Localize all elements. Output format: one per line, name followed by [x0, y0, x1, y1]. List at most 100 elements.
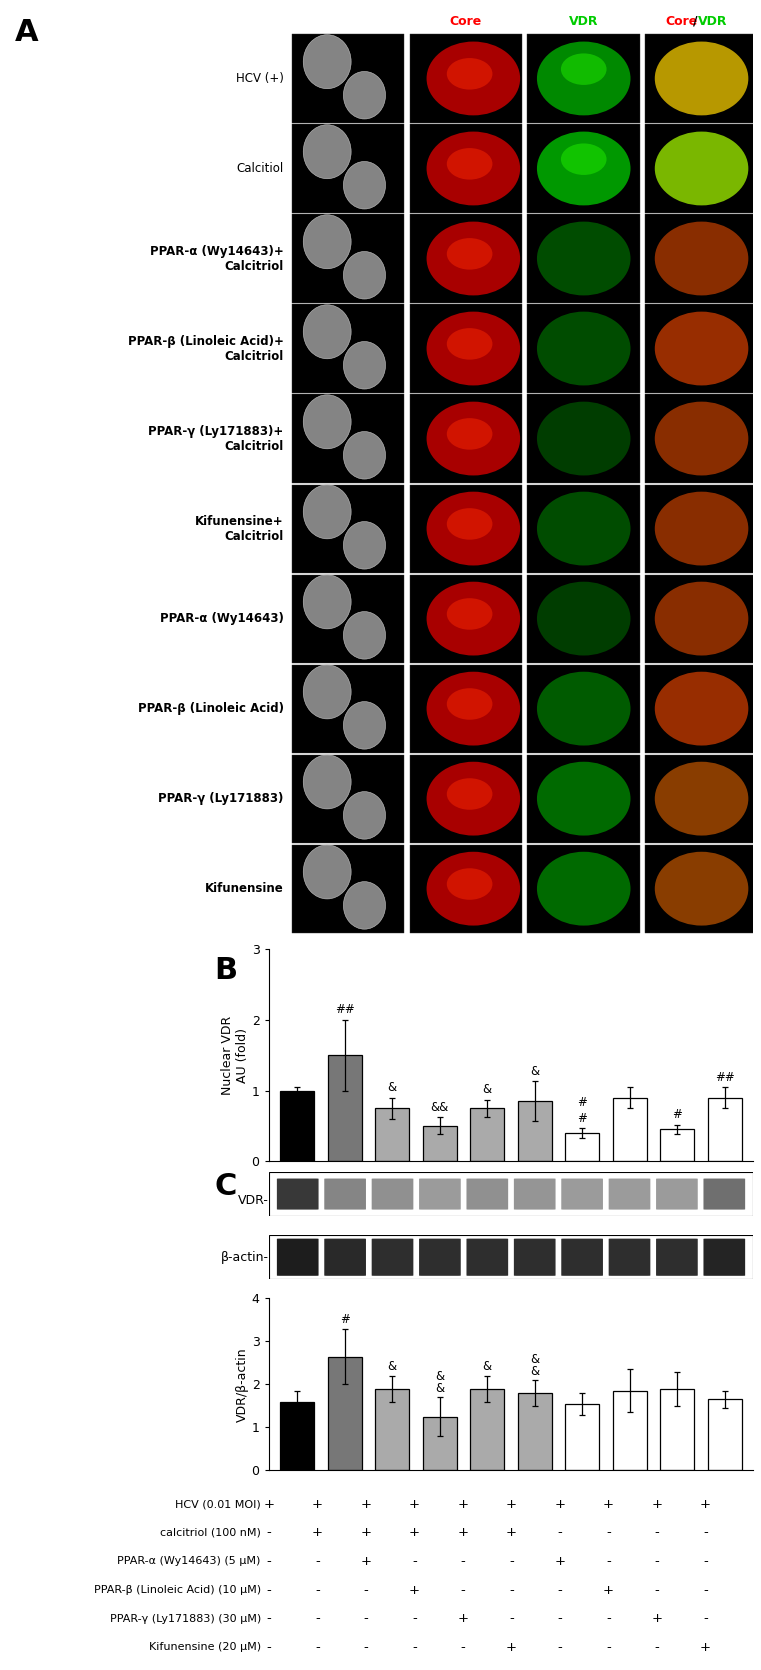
Text: +: +	[312, 1498, 323, 1511]
Ellipse shape	[537, 402, 631, 476]
Text: +: +	[263, 1498, 275, 1511]
Ellipse shape	[447, 149, 492, 180]
Text: +: +	[409, 1526, 420, 1540]
FancyBboxPatch shape	[703, 1179, 745, 1209]
Text: PPAR-γ (Ly171883) (30 μM): PPAR-γ (Ly171883) (30 μM)	[110, 1613, 261, 1623]
Text: +: +	[603, 1583, 614, 1597]
Ellipse shape	[447, 868, 492, 900]
Text: Kifunensine: Kifunensine	[205, 882, 284, 895]
Ellipse shape	[447, 418, 492, 449]
FancyBboxPatch shape	[409, 304, 522, 392]
Ellipse shape	[447, 688, 492, 720]
Text: +: +	[700, 1498, 711, 1511]
Text: -: -	[606, 1555, 611, 1568]
FancyBboxPatch shape	[527, 304, 640, 392]
FancyBboxPatch shape	[645, 845, 758, 934]
Text: +: +	[603, 1498, 614, 1511]
Text: -: -	[315, 1583, 320, 1597]
Text: #: #	[578, 1112, 587, 1124]
Text: &: &	[530, 1353, 540, 1366]
Ellipse shape	[654, 762, 748, 835]
Text: -: -	[267, 1583, 272, 1597]
Ellipse shape	[537, 312, 631, 386]
Text: +: +	[651, 1498, 662, 1511]
Ellipse shape	[343, 521, 386, 569]
Bar	[327, 1356, 361, 1470]
Ellipse shape	[654, 222, 748, 296]
Text: -: -	[558, 1612, 562, 1625]
FancyBboxPatch shape	[291, 574, 404, 663]
Text: B: B	[214, 955, 237, 985]
Text: +: +	[457, 1612, 469, 1625]
Text: -: -	[703, 1555, 708, 1568]
Text: -: -	[509, 1583, 514, 1597]
FancyBboxPatch shape	[371, 1179, 413, 1209]
Text: β-actin-: β-actin-	[221, 1251, 269, 1264]
Ellipse shape	[447, 598, 492, 630]
FancyBboxPatch shape	[409, 665, 522, 753]
Text: -: -	[267, 1526, 272, 1540]
Text: +: +	[457, 1498, 469, 1511]
Text: -: -	[267, 1555, 272, 1568]
Ellipse shape	[561, 53, 607, 85]
Ellipse shape	[303, 845, 351, 898]
FancyBboxPatch shape	[291, 304, 404, 392]
Text: +: +	[506, 1498, 517, 1511]
Ellipse shape	[654, 312, 748, 386]
Text: PPAR-α (Wy14643) (5 μM): PPAR-α (Wy14643) (5 μM)	[117, 1556, 261, 1566]
Bar	[280, 1091, 314, 1161]
FancyBboxPatch shape	[527, 214, 640, 302]
Text: +: +	[361, 1555, 371, 1568]
Text: +: +	[506, 1642, 517, 1653]
FancyBboxPatch shape	[409, 484, 522, 573]
Text: +: +	[361, 1526, 371, 1540]
Text: PPAR-α (Wy14643)+
Calcitriol: PPAR-α (Wy14643)+ Calcitriol	[150, 244, 284, 272]
FancyBboxPatch shape	[645, 665, 758, 753]
Text: -: -	[703, 1583, 708, 1597]
FancyBboxPatch shape	[409, 845, 522, 934]
FancyBboxPatch shape	[277, 1179, 319, 1209]
Ellipse shape	[427, 852, 520, 925]
Text: Kifunensine+
Calcitriol: Kifunensine+ Calcitriol	[195, 514, 284, 543]
FancyBboxPatch shape	[527, 574, 640, 663]
FancyBboxPatch shape	[371, 1239, 413, 1276]
Text: -: -	[606, 1642, 611, 1653]
Text: -: -	[460, 1555, 466, 1568]
Ellipse shape	[537, 762, 631, 835]
Text: +: +	[700, 1642, 711, 1653]
FancyBboxPatch shape	[409, 394, 522, 483]
Text: PPAR-γ (Ly171883)+
Calcitriol: PPAR-γ (Ly171883)+ Calcitriol	[148, 424, 284, 453]
Bar	[565, 1132, 600, 1161]
FancyBboxPatch shape	[291, 484, 404, 573]
Ellipse shape	[447, 508, 492, 539]
Text: Calcitiol: Calcitiol	[237, 162, 284, 175]
FancyBboxPatch shape	[291, 214, 404, 302]
Text: -: -	[412, 1555, 417, 1568]
Text: -: -	[267, 1642, 272, 1653]
Text: C: C	[215, 1172, 237, 1201]
Text: -: -	[558, 1526, 562, 1540]
Ellipse shape	[654, 852, 748, 925]
Y-axis label: VDR/β-actin: VDR/β-actin	[236, 1348, 249, 1421]
Ellipse shape	[343, 431, 386, 479]
Bar	[375, 1389, 409, 1470]
Ellipse shape	[654, 491, 748, 566]
Text: VDR-: VDR-	[237, 1194, 269, 1207]
Ellipse shape	[343, 72, 386, 119]
Text: PPAR-γ (Ly171883): PPAR-γ (Ly171883)	[158, 792, 284, 805]
Text: A: A	[15, 18, 39, 47]
Text: /: /	[693, 15, 698, 28]
FancyBboxPatch shape	[527, 35, 640, 122]
FancyBboxPatch shape	[645, 124, 758, 212]
Text: -: -	[315, 1555, 320, 1568]
Ellipse shape	[303, 306, 351, 359]
Text: &: &	[482, 1084, 492, 1096]
Bar	[422, 1126, 457, 1161]
Text: -: -	[606, 1526, 611, 1540]
Bar	[422, 1416, 457, 1470]
Bar	[613, 1391, 647, 1470]
Ellipse shape	[303, 35, 351, 89]
FancyBboxPatch shape	[291, 394, 404, 483]
FancyBboxPatch shape	[409, 124, 522, 212]
Text: VDR: VDR	[569, 15, 598, 28]
